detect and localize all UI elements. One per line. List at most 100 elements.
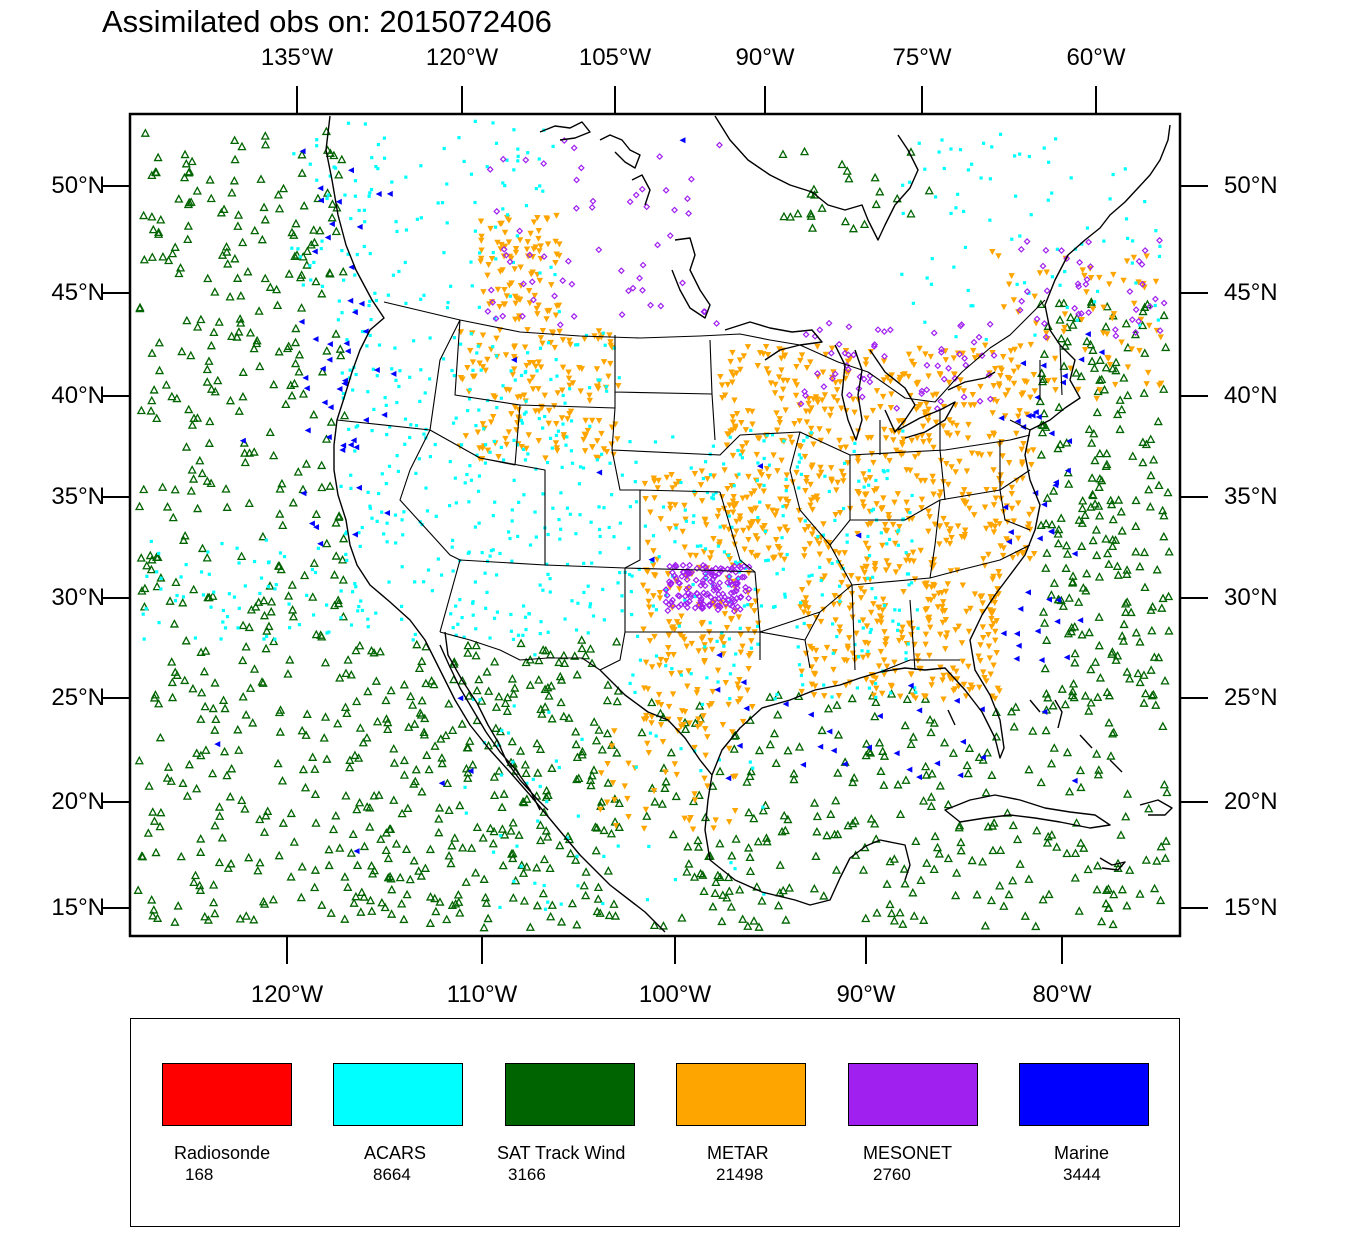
- sat-track-wind-marker: [647, 697, 657, 707]
- metar-marker: [800, 609, 808, 616]
- sat-track-wind-marker: [1103, 548, 1113, 558]
- acars-marker: [199, 570, 204, 574]
- marine-marker: [373, 367, 380, 374]
- marine-marker: [1034, 394, 1041, 401]
- metar-marker: [802, 600, 810, 607]
- sat-track-wind-marker: [1095, 355, 1105, 364]
- acars-marker: [647, 844, 651, 849]
- acars-marker: [243, 584, 247, 588]
- metar-marker: [543, 316, 550, 323]
- sat-track-wind-marker: [518, 868, 529, 877]
- metar-marker: [939, 603, 946, 610]
- acars-marker: [273, 637, 277, 641]
- metar-marker: [851, 409, 858, 416]
- sat-track-wind-marker: [217, 250, 228, 259]
- metar-marker: [691, 791, 698, 798]
- acars-marker: [545, 460, 550, 465]
- metar-marker: [859, 654, 867, 661]
- metar-marker: [961, 531, 969, 538]
- metar-marker: [964, 435, 972, 442]
- metar-marker: [883, 636, 890, 643]
- marine-marker: [1034, 628, 1041, 635]
- metar-marker: [1123, 258, 1131, 265]
- metar-marker: [904, 553, 912, 560]
- metar-marker: [691, 744, 698, 751]
- sat-track-wind-marker: [1163, 487, 1173, 497]
- acars-marker: [528, 543, 533, 547]
- sat-track-wind-marker: [507, 674, 517, 683]
- sat-track-wind-marker: [479, 922, 489, 932]
- sat-track-wind-marker: [457, 719, 467, 728]
- metar-marker: [523, 362, 530, 369]
- acars-marker: [347, 427, 351, 431]
- sat-track-wind-marker: [490, 656, 500, 666]
- metar-marker: [971, 402, 978, 409]
- acars-marker: [350, 590, 355, 594]
- metar-marker: [1023, 411, 1031, 418]
- sat-track-wind-marker: [284, 269, 294, 278]
- metar-marker: [701, 517, 709, 524]
- marine-marker: [1041, 501, 1048, 508]
- sat-track-wind-marker: [1093, 860, 1103, 870]
- metar-marker: [600, 446, 608, 453]
- acars-marker: [874, 695, 878, 700]
- metar-marker: [703, 522, 710, 529]
- acars-marker: [720, 631, 724, 635]
- acars-marker: [414, 471, 418, 475]
- metar-marker: [641, 480, 649, 487]
- acars-marker: [853, 441, 857, 446]
- sat-track-wind-marker: [395, 872, 405, 882]
- metar-marker: [1110, 271, 1117, 278]
- metar-marker: [926, 514, 933, 521]
- metar-marker: [548, 282, 555, 289]
- metar-marker: [718, 382, 726, 389]
- metar-marker: [535, 359, 542, 366]
- sat-track-wind-marker: [186, 486, 196, 495]
- sat-track-wind-marker: [148, 807, 158, 816]
- metar-marker: [832, 617, 839, 624]
- metar-marker: [763, 466, 771, 473]
- sat-track-wind-marker: [335, 344, 345, 353]
- sat-track-wind-marker: [336, 350, 346, 360]
- acars-marker: [570, 599, 574, 603]
- acars-marker: [403, 417, 408, 421]
- metar-marker: [559, 337, 567, 344]
- metar-marker: [825, 558, 833, 565]
- sat-track-wind-marker: [1119, 373, 1129, 382]
- sat-track-wind-marker: [389, 758, 400, 767]
- sat-track-wind-marker: [1036, 450, 1046, 459]
- metar-marker: [1030, 447, 1037, 454]
- acars-marker: [469, 260, 473, 264]
- sat-track-wind-marker: [389, 795, 399, 804]
- acars-marker: [493, 316, 497, 321]
- acars-marker: [574, 532, 578, 536]
- acars-marker: [949, 211, 953, 216]
- sat-track-wind-marker: [406, 691, 416, 701]
- sat-track-wind-marker: [765, 692, 775, 701]
- metar-marker: [882, 567, 890, 574]
- sat-track-wind-marker: [338, 266, 348, 276]
- acars-marker: [749, 646, 753, 650]
- metar-marker: [538, 405, 546, 412]
- sat-track-wind-marker: [1070, 848, 1081, 858]
- acars-marker: [510, 508, 514, 512]
- metar-marker: [936, 541, 943, 548]
- acars-marker: [376, 143, 380, 147]
- acars-marker: [910, 539, 914, 543]
- acars-marker: [343, 193, 347, 197]
- acars-marker: [315, 138, 319, 142]
- mesonet-marker: [731, 580, 739, 588]
- metar-marker: [898, 451, 905, 458]
- metar-marker: [976, 684, 983, 691]
- metar-marker: [817, 618, 825, 625]
- mesonet-marker: [734, 603, 742, 611]
- acars-marker: [605, 389, 609, 393]
- metar-marker: [754, 518, 762, 525]
- metar-marker: [798, 668, 805, 675]
- sat-track-wind-marker: [1031, 921, 1041, 931]
- sat-track-wind-marker: [200, 701, 210, 711]
- acars-marker: [547, 710, 551, 714]
- sat-track-wind-marker: [1116, 506, 1126, 516]
- sat-track-wind-marker: [471, 868, 481, 877]
- acars-marker: [648, 731, 653, 735]
